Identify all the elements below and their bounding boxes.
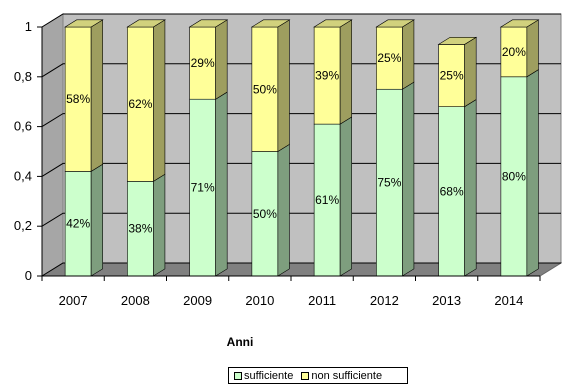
bar-side <box>215 91 228 277</box>
bar-side <box>526 19 539 78</box>
x-tick-label: 2007 <box>59 293 88 308</box>
y-tick-label: 0 <box>25 268 32 283</box>
bar-top <box>313 19 353 28</box>
x-tick-label: 2013 <box>432 293 461 308</box>
bar-side <box>402 81 415 277</box>
bar-sufficiente-2008 <box>127 181 154 277</box>
bar-side <box>526 69 539 277</box>
bar-sufficiente-2013 <box>438 106 465 277</box>
data-label: 25% <box>440 69 464 83</box>
data-label: 25% <box>377 51 401 65</box>
bar-side <box>402 19 415 90</box>
floor <box>40 262 562 277</box>
bar-side <box>277 19 290 153</box>
bar-side <box>464 36 477 108</box>
x-tick-label: 2008 <box>121 293 150 308</box>
y-tick-label: 0,2 <box>14 218 32 233</box>
legend-label-non-sufficiente: non sufficiente <box>311 369 383 382</box>
bar-top <box>126 19 166 28</box>
bar-side <box>464 98 477 277</box>
bar-top <box>250 19 291 28</box>
bar-non-sufficiente-2009 <box>189 26 216 100</box>
data-label: 61% <box>315 193 339 207</box>
y-tick-label: 0,8 <box>14 69 32 84</box>
gridline <box>41 13 561 28</box>
bar-side <box>90 163 103 277</box>
legend-swatch-sufficiente <box>234 371 242 380</box>
bar-side <box>153 19 166 182</box>
legend-label-sufficiente: sufficiente <box>244 369 294 382</box>
x-tick-label: 2012 <box>370 293 399 308</box>
y-tick-label: 1 <box>25 19 32 34</box>
legend: sufficiente non sufficiente <box>228 367 408 384</box>
bar-non-sufficiente-2014 <box>500 26 528 78</box>
data-label: 29% <box>191 56 215 70</box>
bar-side <box>277 143 290 277</box>
bar-top <box>188 19 229 28</box>
x-axis-title: Anni <box>227 335 254 349</box>
legend-item-sufficiente: sufficiente <box>234 370 293 382</box>
x-tick-label: 2014 <box>494 293 523 308</box>
data-label: 20% <box>502 45 526 59</box>
data-label: 58% <box>66 92 90 106</box>
legend-item-non-sufficiente: non sufficiente <box>301 370 382 382</box>
bar-non-sufficiente-2011 <box>313 26 341 125</box>
bar-non-sufficiente-2013 <box>438 44 465 107</box>
data-label: 80% <box>502 169 526 183</box>
bar-top <box>437 36 478 45</box>
bar-side <box>153 173 166 277</box>
y-tick-label: 0,6 <box>14 119 32 134</box>
bar-side <box>90 19 103 172</box>
data-label: 42% <box>66 217 90 231</box>
bar-top <box>499 19 540 28</box>
data-label: 50% <box>253 207 277 221</box>
legend-swatch-non-sufficiente <box>301 371 310 380</box>
bar-top <box>375 19 415 28</box>
bar-side <box>215 19 228 100</box>
bar-side <box>339 19 352 125</box>
bar-sufficiente-2012 <box>376 88 403 277</box>
bar-non-sufficiente-2012 <box>376 26 403 90</box>
x-tick-label: 2010 <box>245 293 274 308</box>
bar-non-sufficiente-2008 <box>127 26 154 182</box>
x-tick-label: 2011 <box>308 293 336 308</box>
data-label: 68% <box>440 184 464 198</box>
data-label: 39% <box>315 69 339 83</box>
y-tick-label: 0,4 <box>14 168 32 183</box>
bar-sufficiente-2009 <box>189 98 216 277</box>
x-tick-label: 2009 <box>183 293 212 308</box>
bar-top <box>64 19 104 28</box>
bar-sufficiente-2011 <box>313 123 341 277</box>
side-wall <box>41 13 64 277</box>
data-label: 62% <box>128 97 152 111</box>
data-label: 75% <box>377 176 401 190</box>
data-label: 71% <box>191 181 215 195</box>
bar-non-sufficiente-2007 <box>64 26 92 172</box>
bar-side <box>339 116 352 277</box>
data-label: 38% <box>128 222 152 236</box>
data-label: 50% <box>253 82 277 96</box>
